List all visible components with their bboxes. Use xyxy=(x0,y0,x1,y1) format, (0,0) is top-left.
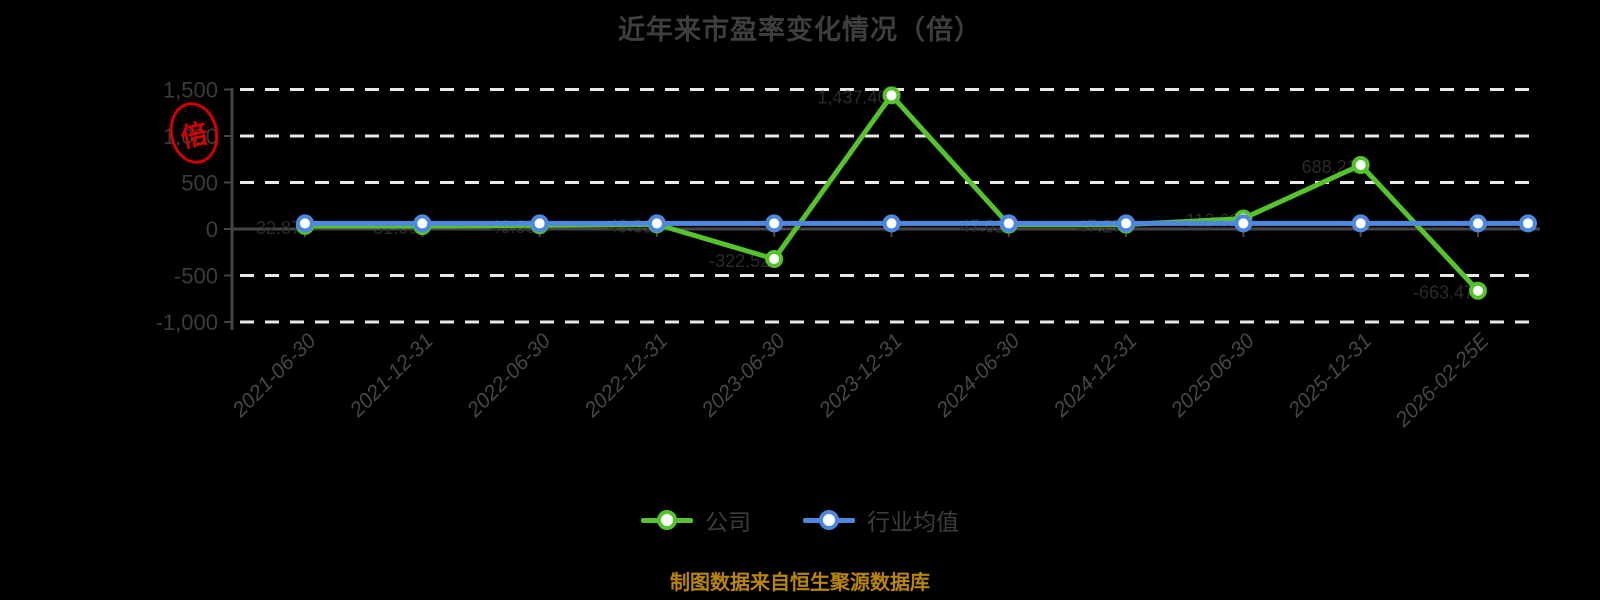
svg-text:2025-06-30: 2025-06-30 xyxy=(1166,329,1259,422)
company-line-marker-icon xyxy=(641,510,693,530)
svg-text:-663.47: -663.47 xyxy=(1413,283,1474,303)
svg-text:2026-02-25E: 2026-02-25E xyxy=(1391,329,1495,433)
industry-line-marker-icon xyxy=(803,510,855,530)
svg-text:0: 0 xyxy=(206,217,218,242)
svg-text:1,500: 1,500 xyxy=(163,78,218,103)
svg-text:688.21: 688.21 xyxy=(1302,157,1357,177)
svg-text:32.87: 32.87 xyxy=(256,218,301,238)
svg-text:-500: -500 xyxy=(174,264,218,289)
svg-text:2025-12-31: 2025-12-31 xyxy=(1283,329,1376,422)
legend-item-industry-average[interactable]: 行业均值 xyxy=(803,503,959,537)
svg-text:2024-12-31: 2024-12-31 xyxy=(1049,329,1142,422)
svg-text:47.02: 47.02 xyxy=(960,217,1005,237)
chart-legend: 公司 行业均值 xyxy=(0,503,1600,537)
legend-label: 行业均值 xyxy=(867,509,959,535)
svg-text:2022-12-31: 2022-12-31 xyxy=(580,329,673,422)
svg-text:-322.52: -322.52 xyxy=(709,251,770,271)
legend-label: 公司 xyxy=(705,509,751,535)
svg-text:-1,000: -1,000 xyxy=(156,310,218,335)
svg-text:2023-12-31: 2023-12-31 xyxy=(814,329,907,422)
legend-item-company[interactable]: 公司 xyxy=(641,503,751,537)
svg-text:2022-06-30: 2022-06-30 xyxy=(462,329,555,422)
chart-title: 近年来市盈率变化情况（倍） xyxy=(618,15,982,45)
svg-text:500: 500 xyxy=(181,171,218,196)
svg-text:1,437.40: 1,437.40 xyxy=(817,87,887,107)
data-source-caption: 制图数据来自恒生聚源数据库 xyxy=(670,572,930,594)
svg-text:1,000: 1,000 xyxy=(163,124,218,149)
svg-text:2023-06-30: 2023-06-30 xyxy=(697,329,790,422)
svg-text:2021-12-31: 2021-12-31 xyxy=(345,329,438,422)
svg-text:2024-06-30: 2024-06-30 xyxy=(931,329,1024,422)
svg-text:2021-06-30: 2021-06-30 xyxy=(228,329,321,422)
